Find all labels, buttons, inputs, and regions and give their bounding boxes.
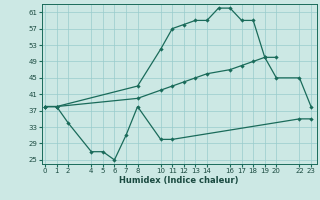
X-axis label: Humidex (Indice chaleur): Humidex (Indice chaleur) bbox=[119, 176, 239, 185]
